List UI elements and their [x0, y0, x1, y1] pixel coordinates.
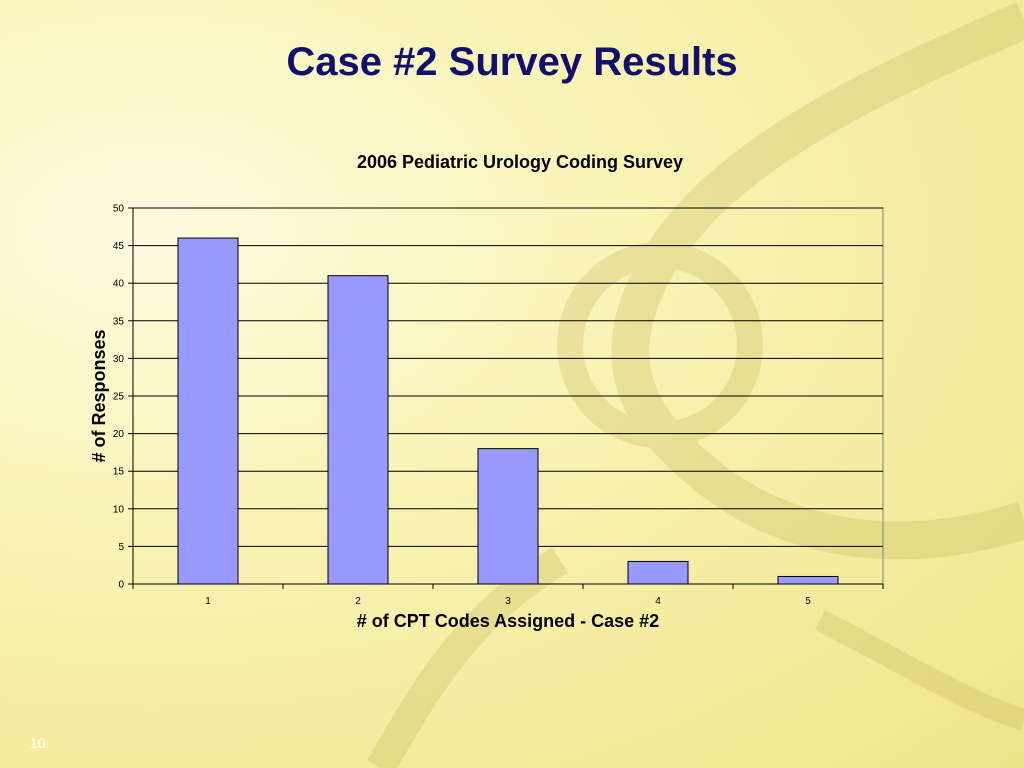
slide-title: Case #2 Survey Results: [286, 40, 738, 84]
y-tick-label: 0: [118, 580, 124, 591]
bar-3: [477, 448, 539, 585]
y-axis-title: # of Responses: [89, 329, 109, 462]
y-tick-label: 50: [113, 204, 125, 215]
y-tick-label: 5: [118, 542, 124, 553]
x-tick-label: 5: [805, 596, 811, 607]
y-tick-label: 15: [113, 467, 125, 478]
bar-4: [627, 560, 689, 585]
x-axis-title: # of CPT Codes Assigned - Case #2: [357, 611, 659, 631]
bars: [177, 237, 839, 585]
bar-2: [327, 275, 389, 585]
x-tick-label: 3: [505, 596, 511, 607]
chart-title: 2006 Pediatric Urology Coding Survey: [357, 152, 683, 172]
bar-5: [777, 575, 839, 585]
bar-1: [177, 237, 239, 585]
x-tick-label: 1: [205, 596, 211, 607]
x-tick-label: 4: [655, 596, 661, 607]
y-tick-label: 25: [113, 392, 125, 403]
y-tick-label: 35: [113, 316, 125, 327]
x-axis-ticks: 1 2 3 4 5: [132, 584, 884, 607]
x-tick-label: 2: [355, 596, 361, 607]
y-tick-label: 40: [113, 279, 125, 290]
slide-number: 10: [30, 735, 46, 751]
y-tick-label: 20: [113, 429, 125, 440]
y-tick-label: 10: [113, 504, 125, 515]
y-tick-label: 45: [113, 241, 125, 252]
y-axis-ticks: 0 5 10 15 20 25 30 35 40 45 50: [113, 204, 133, 591]
y-tick-label: 30: [113, 354, 125, 365]
